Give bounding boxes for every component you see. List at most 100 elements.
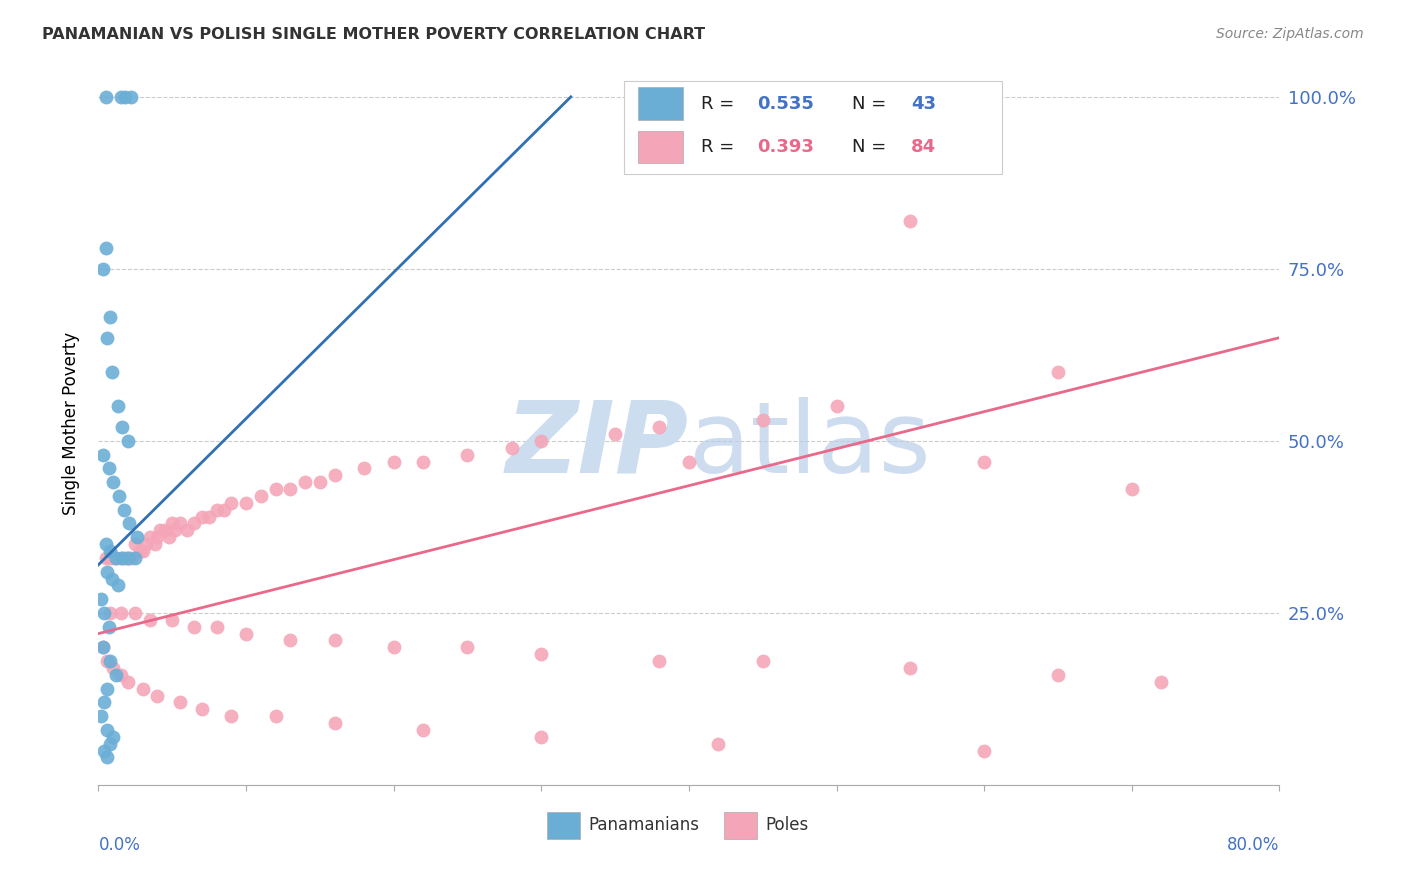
Point: [97, 620, 120, 634]
Point: [264, 482, 287, 496]
Point: [183, 620, 205, 634]
Point: [93, 695, 115, 709]
Bar: [638, 130, 683, 163]
Text: ZIP: ZIP: [506, 397, 689, 494]
Bar: [724, 812, 758, 839]
Point: [96, 654, 118, 668]
Point: [183, 516, 205, 531]
Point: [149, 524, 172, 538]
FancyBboxPatch shape: [624, 80, 1002, 175]
Point: [530, 647, 553, 661]
Text: 0.535: 0.535: [758, 95, 814, 112]
Point: [124, 550, 146, 565]
Point: [165, 524, 187, 538]
Point: [94, 550, 117, 565]
Point: [125, 530, 148, 544]
Text: 0.393: 0.393: [758, 138, 814, 156]
Text: 0.0%: 0.0%: [98, 836, 141, 854]
Point: [457, 640, 479, 655]
Point: [678, 454, 700, 468]
Point: [128, 544, 150, 558]
Point: [117, 550, 139, 565]
Point: [146, 689, 169, 703]
Point: [648, 90, 671, 104]
Point: [235, 496, 257, 510]
Point: [900, 661, 922, 675]
Point: [96, 331, 118, 345]
Point: [162, 613, 183, 627]
Point: [264, 709, 287, 723]
Point: [114, 550, 136, 565]
Point: [221, 496, 243, 510]
Point: [501, 441, 523, 455]
Text: N =: N =: [852, 138, 891, 156]
Point: [323, 633, 346, 648]
Point: [146, 530, 169, 544]
Point: [280, 482, 302, 496]
Point: [91, 640, 114, 655]
Point: [323, 468, 346, 483]
Point: [752, 654, 775, 668]
Point: [107, 400, 129, 414]
Point: [110, 606, 132, 620]
Point: [353, 461, 375, 475]
Text: 43: 43: [911, 95, 936, 112]
Point: [153, 524, 176, 538]
Point: [191, 702, 214, 716]
Point: [91, 261, 114, 276]
Point: [110, 90, 132, 104]
Point: [323, 716, 346, 731]
Point: [100, 365, 122, 379]
Point: [107, 578, 129, 592]
Point: [117, 550, 139, 565]
Point: [157, 530, 180, 544]
Point: [169, 695, 191, 709]
Text: R =: R =: [700, 138, 740, 156]
Point: [90, 592, 112, 607]
Point: [96, 723, 118, 737]
Point: [752, 413, 775, 427]
Text: Panamanians: Panamanians: [589, 816, 700, 834]
Point: [120, 90, 142, 104]
Point: [176, 524, 198, 538]
Point: [105, 550, 128, 565]
Point: [100, 572, 122, 586]
Point: [98, 310, 121, 324]
Point: [648, 654, 671, 668]
Point: [94, 90, 117, 104]
Point: [205, 502, 228, 516]
Point: [135, 537, 157, 551]
Point: [96, 565, 118, 579]
Point: [143, 537, 166, 551]
Point: [91, 640, 114, 655]
Point: [169, 516, 191, 531]
Point: [91, 448, 114, 462]
Text: Poles: Poles: [766, 816, 808, 834]
Point: [139, 613, 162, 627]
Point: [105, 668, 128, 682]
Point: [98, 544, 121, 558]
Point: [294, 475, 316, 490]
Bar: [638, 87, 683, 120]
Point: [97, 461, 120, 475]
Y-axis label: Single Mother Poverty: Single Mother Poverty: [62, 332, 80, 516]
Point: [280, 633, 302, 648]
Point: [139, 530, 162, 544]
Point: [105, 550, 128, 565]
Point: [103, 475, 125, 490]
Point: [973, 454, 995, 468]
Point: [120, 550, 142, 565]
Point: [221, 709, 243, 723]
Point: [93, 606, 115, 620]
Point: [162, 516, 183, 531]
Point: [973, 743, 995, 757]
Point: [96, 750, 118, 764]
Point: [111, 420, 134, 434]
Point: [103, 661, 125, 675]
Point: [118, 516, 141, 531]
Point: [96, 681, 118, 696]
Text: N =: N =: [852, 95, 891, 112]
Point: [111, 550, 134, 565]
Point: [108, 489, 131, 503]
Point: [648, 420, 671, 434]
